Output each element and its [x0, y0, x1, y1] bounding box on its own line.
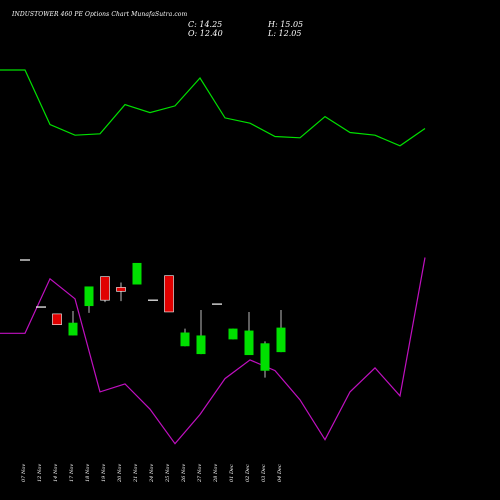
candle: [180, 328, 190, 347]
x-tick-label: 14 Nov: [53, 464, 59, 482]
x-tick-label: 03 Dec: [261, 464, 267, 482]
candle-body: [68, 322, 78, 336]
x-tick-label: 02 Dec: [245, 464, 251, 482]
x-tick-label: 18 Nov: [85, 464, 91, 482]
candle: [276, 309, 286, 353]
x-tick-label: 25 Nov: [165, 464, 171, 483]
candle-body: [180, 332, 190, 347]
candle-body: [52, 313, 62, 325]
candle-body: [116, 287, 126, 292]
candles: [20, 259, 286, 378]
x-tick-label: 01 Dec: [229, 464, 235, 482]
overlay-lines: [0, 69, 426, 445]
candle: [84, 286, 94, 313]
x-tick-label: 19 Nov: [101, 464, 107, 482]
open-value: O: 12.40: [188, 29, 223, 38]
x-tick-label: 27 Nov: [197, 464, 203, 483]
x-tick-label: 07 Nov: [21, 464, 27, 482]
x-tick-label: 17 Nov: [69, 464, 75, 482]
candle: [68, 310, 78, 336]
close-value: C: 14.25: [188, 20, 223, 29]
candle-body: [196, 335, 206, 355]
candle: [196, 309, 206, 355]
candle: [244, 311, 254, 356]
candle: [116, 282, 126, 302]
candle: [228, 328, 238, 340]
lower-overlay-line: [0, 257, 426, 445]
chart-title: INDUSTOWER 460 PE Options Chart MunafaSu…: [12, 11, 188, 18]
low-value: L: 12.05: [268, 29, 302, 38]
x-tick-label: 26 Nov: [181, 464, 187, 483]
candle-body: [164, 275, 174, 313]
candle-body: [132, 262, 142, 285]
candle: [132, 262, 142, 285]
x-tick-label: 04 Dec: [277, 464, 283, 482]
candle: [52, 313, 62, 325]
high-value: H: 15.05: [268, 20, 304, 29]
x-tick-label: 12 Nov: [37, 464, 43, 482]
x-tick-label: 28 Nov: [213, 464, 219, 483]
x-axis-labels: 07 Nov 12 Nov 14 Nov 17 Nov 18 Nov 19 Nov 20 N…: [21, 464, 283, 483]
candle-body: [228, 328, 238, 340]
candle-body: [244, 330, 254, 356]
candle: [100, 276, 110, 303]
x-tick-label: 20 Nov: [117, 464, 123, 483]
x-tick-label: 21 Nov: [133, 464, 139, 483]
candle-body: [260, 343, 270, 371]
candle: [164, 275, 174, 313]
x-tick-label: 24 Nov: [149, 464, 155, 483]
candle-body: [276, 327, 286, 353]
candle-body: [84, 286, 94, 307]
upper-overlay-line: [0, 69, 426, 147]
candle-body: [100, 276, 110, 301]
candle: [260, 341, 270, 378]
